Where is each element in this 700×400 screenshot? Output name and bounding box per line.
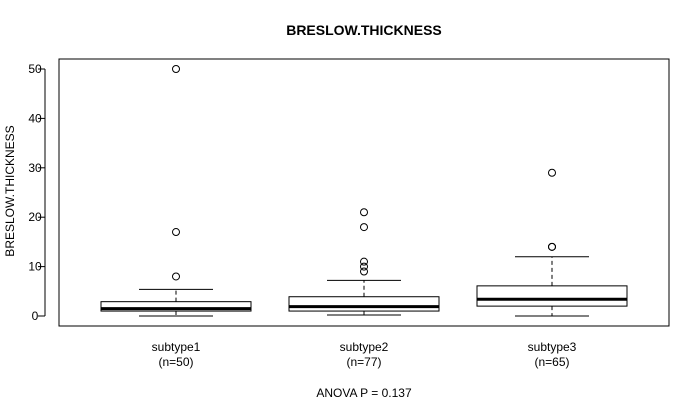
y-tick-label-10: 10 [28, 260, 42, 274]
subtype2-outlier-3 [360, 223, 368, 232]
subtype1-box [100, 301, 252, 312]
subtype1-outlier-1 [172, 228, 180, 237]
subtype2-box [288, 296, 440, 312]
subtype3-outlier-1 [548, 242, 556, 251]
subtype1-label: subtype1 [152, 340, 201, 354]
subtype1-count-label: (n=50) [158, 355, 193, 369]
subtype3-label: subtype3 [528, 340, 577, 354]
subtype1-outlier-0 [172, 272, 180, 281]
plot-area: 0 10 20 30 40 50 subtype1(n=50) subtype2(n=77) s… [28, 58, 670, 369]
y-tick-label-0: 0 [32, 309, 39, 323]
y-axis-label: BRESLOW.THICKNESS [3, 125, 17, 256]
footnote-anova: ANOVA P = 0.137 [316, 386, 412, 400]
subtype2-outlier-1 [360, 262, 368, 271]
subtype1-outlier-2 [172, 65, 180, 73]
y-tick-label-40: 40 [28, 111, 42, 125]
chart-title: BRESLOW.THICKNESS [286, 22, 442, 38]
subtype3-count-label: (n=65) [534, 355, 569, 369]
subtype3-box [476, 285, 628, 307]
subtype2-outlier-0 [360, 267, 368, 276]
subtype3-outlier-2 [548, 168, 556, 177]
subtype2-outlier-2 [360, 257, 368, 266]
subtype2-outlier-4 [360, 208, 368, 217]
y-tick-label-20: 20 [28, 210, 42, 224]
subtype2-count-label: (n=77) [346, 355, 381, 369]
y-tick-label-30: 30 [28, 161, 42, 175]
y-tick-label-50: 50 [28, 62, 42, 76]
plot-frame [58, 58, 670, 327]
subtype2-label: subtype2 [340, 340, 389, 354]
